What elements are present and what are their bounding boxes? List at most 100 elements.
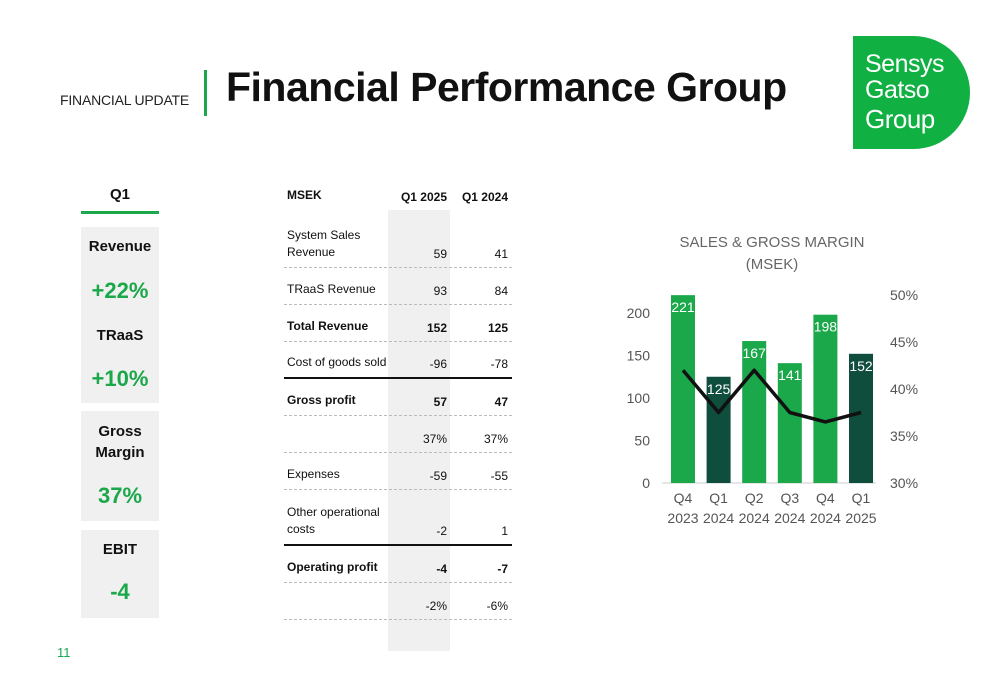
kpi-traas-label: TRaaS: [96, 327, 144, 344]
header-q1-2025: Q1 2025: [400, 190, 447, 204]
row-label: Other operational: [287, 505, 380, 519]
table-row: System Sales Revenue 59 41: [284, 210, 512, 268]
x-tick-label: 2024: [703, 510, 734, 526]
row-q1-2025: -2: [436, 524, 447, 538]
table-header-row: MSEK Q1 2025 Q1 2024: [284, 178, 512, 210]
sales-gross-margin-chart: SALES & GROSS MARGIN (MSEK) 0 50 100 150 200 30…: [627, 234, 918, 526]
header-divider: [204, 70, 207, 116]
y2-tick-label: 40%: [890, 381, 918, 397]
logo-line-2: Gatso: [865, 76, 930, 104]
y2-tick-label: 30%: [890, 475, 918, 491]
row-q1-2025: 93: [433, 284, 447, 298]
kpi-gross-margin-label-1: Gross: [98, 423, 142, 440]
table-row: 37% 37%: [284, 416, 512, 453]
y-tick-label: 50: [634, 433, 650, 449]
bar: [671, 295, 695, 483]
row-label: System Sales: [287, 228, 361, 242]
page-title: Financial Performance Group: [226, 64, 787, 110]
row-q1-2025: -96: [429, 357, 447, 371]
row-label: Revenue: [287, 245, 336, 259]
row-q1-2024: 1: [501, 524, 508, 538]
bar-data-label: 198: [814, 319, 838, 335]
kpi-revenue-value: +22%: [91, 278, 149, 303]
x-tick-label: Q4: [816, 490, 835, 506]
section-label: FINANCIAL UPDATE: [60, 92, 190, 108]
y2-tick-label: 45%: [890, 334, 918, 350]
row-q1-2025: 37%: [422, 432, 447, 446]
row-label: Operating profit: [287, 560, 378, 574]
row-q1-2024: 47: [494, 395, 508, 409]
x-tick-label: Q3: [780, 490, 799, 506]
kpi-ebit-value: -4: [110, 579, 130, 604]
chart-title: (MSEK): [746, 256, 799, 273]
y-tick-label: 0: [642, 475, 650, 491]
kpi-revenue-box: Revenue +22% TRaaS +10%: [81, 227, 159, 403]
kpi-traas-value: +10%: [91, 366, 149, 391]
row-label: Cost of goods sold: [287, 355, 387, 369]
row-label: Expenses: [287, 467, 340, 481]
kpi-gross-margin-box: Gross Margin 37%: [81, 411, 159, 521]
table-row: Operating profit -4 -7: [284, 546, 512, 583]
x-tick-label: Q4: [674, 490, 693, 506]
bar-data-label: 125: [707, 381, 731, 397]
bar-data-label: 152: [849, 358, 873, 374]
kpi-ebit-box: EBIT -4: [81, 530, 159, 618]
row-label: costs: [287, 522, 316, 536]
bar: [706, 376, 731, 483]
table-row: TRaaS Revenue 93 84: [284, 268, 512, 305]
row-q1-2024: 41: [494, 247, 508, 261]
row-q1-2025: -2%: [425, 599, 447, 613]
bar-data-label: 167: [743, 345, 767, 361]
row-label: TRaaS Revenue: [287, 282, 376, 296]
logo-line-3: Group: [865, 104, 935, 134]
header-q1-2024: Q1 2024: [461, 190, 508, 204]
row-q1-2024: -6%: [486, 599, 508, 613]
x-tick-label: 2023: [667, 510, 698, 526]
row-q1-2024: -78: [490, 357, 508, 371]
table-row: Other operational costs -2 1: [284, 490, 512, 546]
x-tick-label: Q1: [709, 490, 728, 506]
bar: [742, 341, 767, 483]
chart-title: SALES & GROSS MARGIN: [679, 234, 864, 251]
bar-data-label: 221: [671, 299, 695, 315]
y-tick-label: 100: [627, 390, 651, 406]
y2-tick-label: 50%: [890, 287, 918, 303]
gross-margin-line: [681, 368, 862, 424]
row-q1-2025: -4: [436, 562, 447, 576]
y-tick-label: 200: [627, 305, 651, 321]
y-tick-label: 150: [627, 348, 651, 364]
table-row: Expenses -59 -55: [284, 453, 512, 490]
page-number: 11: [57, 645, 71, 660]
table-row: Gross profit 57 47: [284, 379, 512, 416]
x-tick-label: 2024: [810, 510, 841, 526]
row-q1-2024: 84: [494, 284, 508, 298]
bar: [777, 363, 802, 483]
table-row: Cost of goods sold -96 -78: [284, 342, 512, 379]
row-label: Gross profit: [287, 393, 356, 407]
x-tick-label: Q1: [852, 490, 871, 506]
row-q1-2024: 125: [487, 321, 508, 335]
x-tick-label: 2024: [774, 510, 805, 526]
x-tick-label: 2024: [739, 510, 770, 526]
kpi-gross-margin-label-2: Margin: [95, 444, 145, 461]
x-tick-label: Q2: [745, 490, 764, 506]
kpi-ebit-label: EBIT: [102, 541, 138, 558]
bar: [849, 353, 873, 483]
row-q1-2025: 57: [433, 395, 447, 409]
row-q1-2025: -59: [429, 469, 447, 483]
company-logo: Sensys Gatso Group: [853, 36, 970, 149]
table-row: Total Revenue 152 125: [284, 305, 512, 342]
bar-data-label: 141: [778, 367, 802, 383]
current-quarter-column-shade: [388, 210, 450, 651]
kpi-period: Q1: [109, 186, 130, 203]
kpi-period-underline: [81, 211, 159, 214]
row-q1-2024: 37%: [483, 432, 508, 446]
row-q1-2024: -55: [490, 469, 508, 483]
row-q1-2025: 152: [426, 321, 447, 335]
row-q1-2024: -7: [497, 562, 508, 576]
row-q1-2025: 59: [433, 247, 447, 261]
table-row: -2% -6%: [284, 583, 512, 620]
kpi-revenue-label: Revenue: [88, 238, 152, 255]
x-tick-label: 2025: [845, 510, 876, 526]
logo-line-1: Sensys: [865, 50, 944, 78]
